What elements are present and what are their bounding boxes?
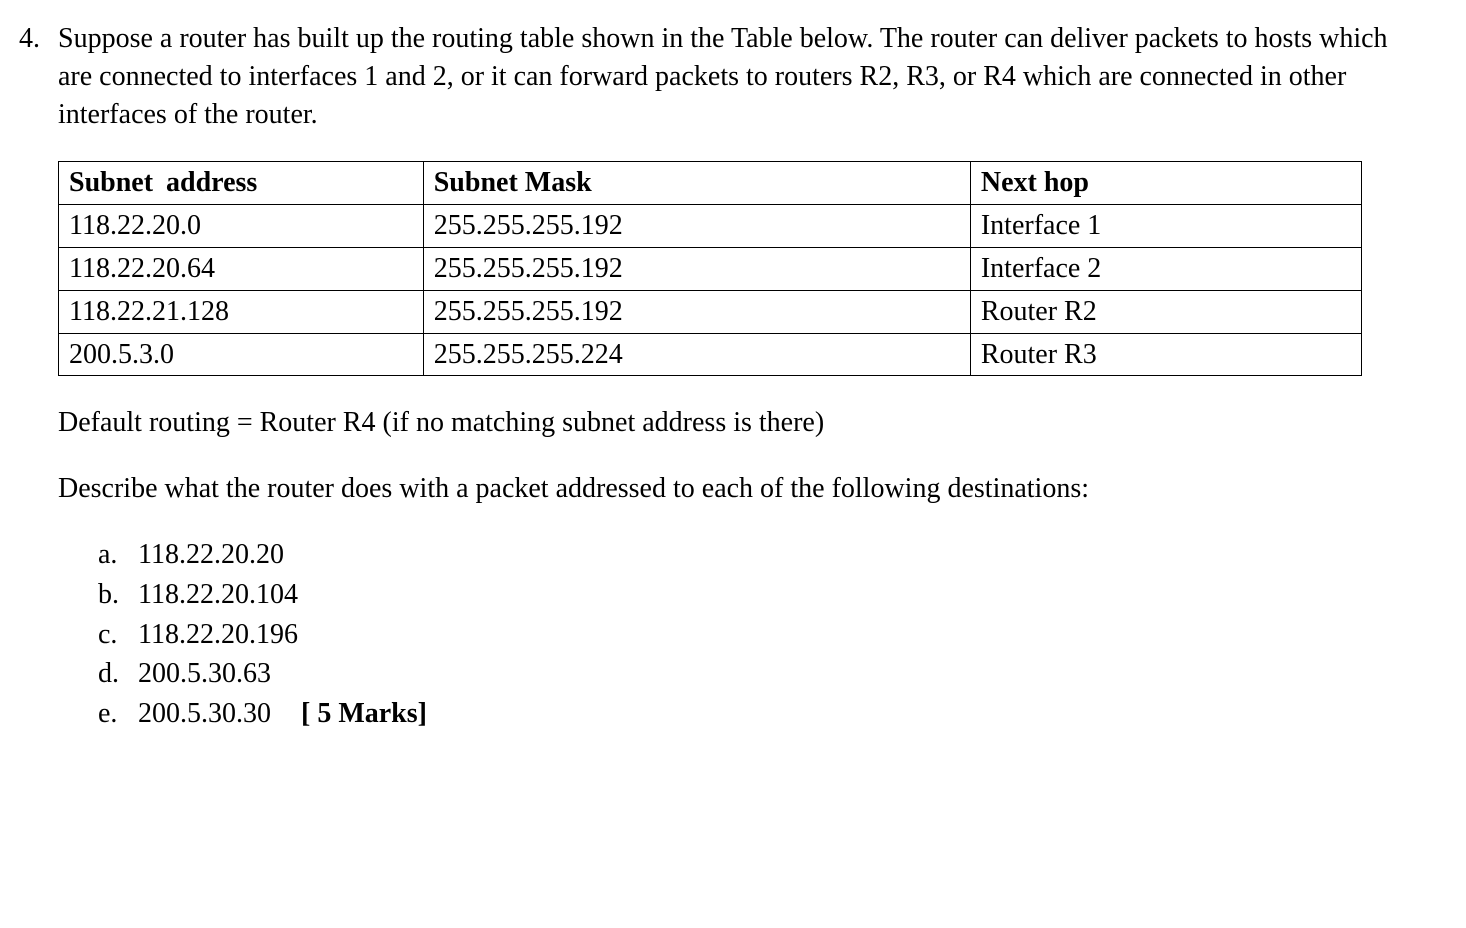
cell-subnet-address: 200.5.3.0: [59, 333, 424, 376]
list-item: c. 118.22.20.196: [98, 616, 1416, 654]
sub-value: 118.22.20.20: [138, 536, 284, 574]
list-item: e. 200.5.30.30 [ 5 Marks]: [98, 695, 1416, 733]
question-intro: Suppose a router has built up the routin…: [58, 20, 1416, 133]
cell-next-hop: Interface 1: [970, 205, 1361, 248]
sub-label: b.: [98, 576, 138, 614]
cell-next-hop: Router R3: [970, 333, 1361, 376]
list-item: a. 118.22.20.20: [98, 536, 1416, 574]
routing-table: Subnet address Subnet Mask Next hop 118.…: [58, 161, 1362, 376]
question-number: 4.: [0, 20, 58, 58]
marks-label: [ 5 Marks]: [301, 695, 427, 733]
sub-label: e.: [98, 695, 138, 733]
list-item: b. 118.22.20.104: [98, 576, 1416, 614]
default-routing-text: Default routing = Router R4 (if no match…: [58, 404, 1416, 442]
sub-label: c.: [98, 616, 138, 654]
list-item: d. 200.5.30.63: [98, 655, 1416, 693]
cell-subnet-mask: 255.255.255.224: [423, 333, 970, 376]
question-container: 4. Suppose a router has built up the rou…: [0, 20, 1446, 735]
cell-next-hop: Router R2: [970, 290, 1361, 333]
cell-subnet-address: 118.22.20.0: [59, 205, 424, 248]
header-next-hop: Next hop: [970, 162, 1361, 205]
sub-label: d.: [98, 655, 138, 693]
cell-subnet-mask: 255.255.255.192: [423, 205, 970, 248]
describe-text: Describe what the router does with a pac…: [58, 470, 1416, 508]
header-subnet-mask: Subnet Mask: [423, 162, 970, 205]
table-header-row: Subnet address Subnet Mask Next hop: [59, 162, 1362, 205]
question-body: Suppose a router has built up the routin…: [58, 20, 1446, 735]
cell-subnet-address: 118.22.20.64: [59, 247, 424, 290]
table-row: 118.22.20.0 255.255.255.192 Interface 1: [59, 205, 1362, 248]
cell-subnet-address: 118.22.21.128: [59, 290, 424, 333]
table-row: 118.22.21.128 255.255.255.192 Router R2: [59, 290, 1362, 333]
sub-value: 118.22.20.104: [138, 576, 298, 614]
cell-next-hop: Interface 2: [970, 247, 1361, 290]
sub-value: 200.5.30.63: [138, 655, 271, 693]
cell-subnet-mask: 255.255.255.192: [423, 290, 970, 333]
table-row: 118.22.20.64 255.255.255.192 Interface 2: [59, 247, 1362, 290]
sub-label: a.: [98, 536, 138, 574]
sub-value: 200.5.30.30: [138, 695, 271, 733]
table-row: 200.5.3.0 255.255.255.224 Router R3: [59, 333, 1362, 376]
cell-subnet-mask: 255.255.255.192: [423, 247, 970, 290]
header-subnet-address: Subnet address: [59, 162, 424, 205]
sub-question-list: a. 118.22.20.20 b. 118.22.20.104 c. 118.…: [58, 536, 1416, 733]
sub-value: 118.22.20.196: [138, 616, 298, 654]
